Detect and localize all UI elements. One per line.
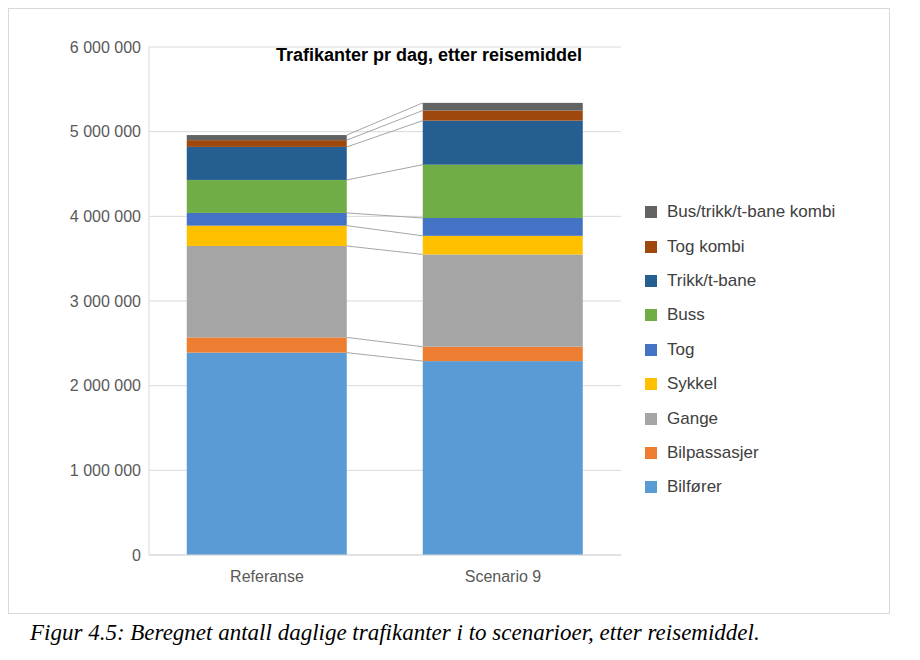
html-text:Bilpassasjer: Bilpassasjer [667,442,759,462]
html-text:Sykkel: Sykkel [667,374,718,394]
html-text:Buss: Buss [667,305,705,325]
html-text:Figur 4.5: Beregnet antall dag: Figur 4.5: Beregnet antall daglige trafi… [30,620,760,645]
html-text:Tog kombi: Tog kombi [667,236,745,256]
svg-text:6 000 000: 6 000 000 [70,39,141,56]
svg-text:1 000 000: 1 000 000 [70,462,141,479]
svg-text:0: 0 [132,547,141,564]
html-text:Tog: Tog [667,339,695,359]
svg-text:Referanse: Referanse [230,568,304,585]
svg-text:4 000 000: 4 000 000 [70,208,141,225]
html-text:Bilfører: Bilfører [667,477,722,497]
html-text:Trafikanter pr dag, etter reis: Trafikanter pr dag, etter reisemiddel [275,45,582,65]
svg-text:Scenario 9: Scenario 9 [465,568,542,585]
svg-text:5 000 000: 5 000 000 [70,123,141,140]
html-text:Trikk/t-bane: Trikk/t-bane [667,271,757,290]
html-text:Gange: Gange [667,408,718,428]
html-text:Bus/trikk/t-bane kombi: Bus/trikk/t-bane kombi [667,202,836,222]
svg-text:2 000 000: 2 000 000 [70,377,141,394]
svg-text:3 000 000: 3 000 000 [70,293,141,310]
